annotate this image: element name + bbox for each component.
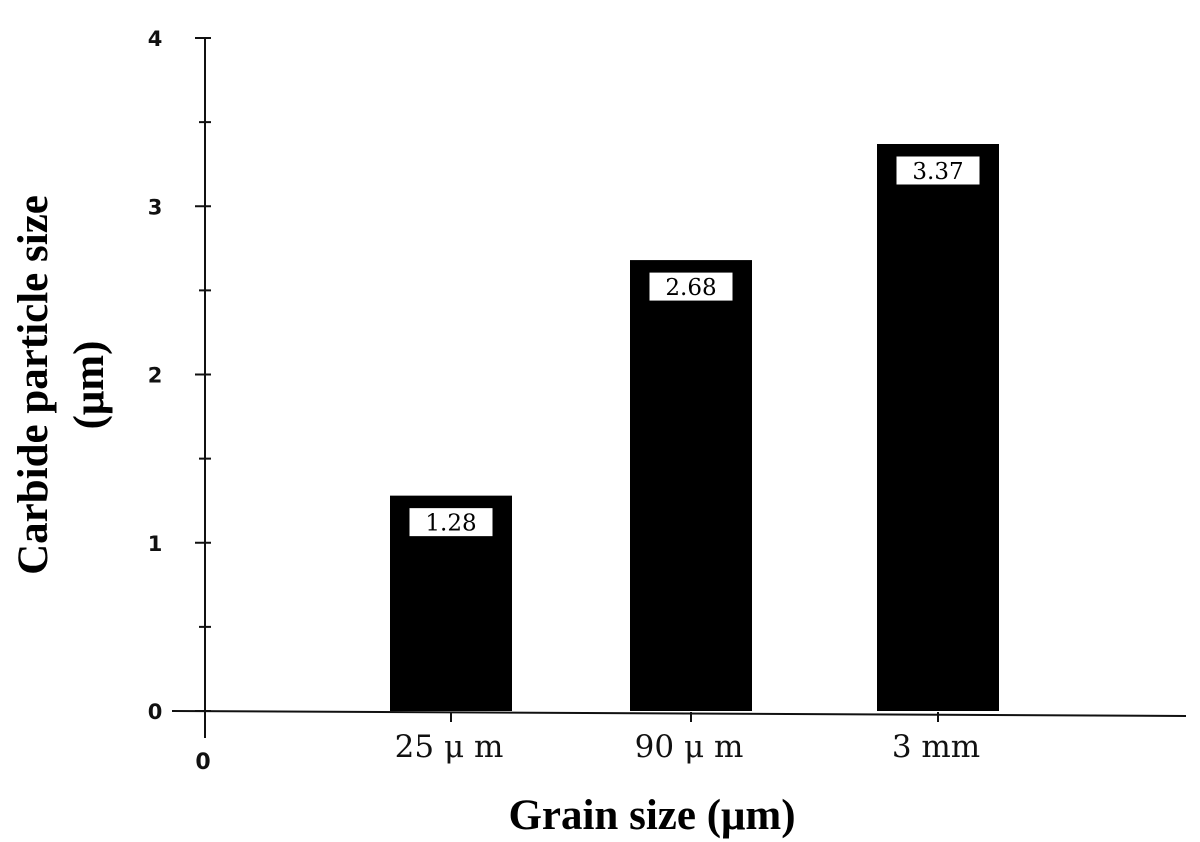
y-axis-title-line-2: (μm) (66, 341, 113, 430)
y-tick-label: 1 (148, 532, 163, 556)
bar-2 (630, 260, 752, 711)
y-tick-label: 3 (148, 195, 163, 219)
x-tick-label: 25 μ m (395, 729, 504, 765)
data-label: 2.68 (665, 275, 716, 301)
bar-3 (877, 143, 999, 711)
bars: 1.28 2.68 3.37 (390, 143, 999, 711)
axes (171, 38, 1187, 738)
x-axis-line (171, 710, 1187, 717)
x-tick-label: 90 μ m (635, 729, 744, 765)
data-label-box (648, 271, 734, 302)
data-label-box (408, 507, 494, 538)
x-tick-label: 3 mm (892, 729, 980, 765)
y-axis-title: Carbide particle size (μm) (10, 195, 113, 575)
x-axis-title: Grain size (μm) (508, 792, 795, 839)
y-tick-label: 0 (148, 700, 163, 724)
y-axis-title-line-1: Carbide particle size (10, 195, 57, 575)
data-label-box (895, 155, 981, 186)
y-axis-ticks: 0 1 2 3 4 (148, 27, 211, 724)
y-tick-label: 4 (148, 27, 163, 51)
y-tick-label: 2 (148, 364, 163, 388)
x-axis-ticks: 25 μ m 90 μ m 3 mm (395, 712, 980, 765)
data-label: 3.37 (912, 159, 963, 185)
origin-label: 0 (195, 750, 210, 775)
data-label: 1.28 (425, 511, 476, 537)
